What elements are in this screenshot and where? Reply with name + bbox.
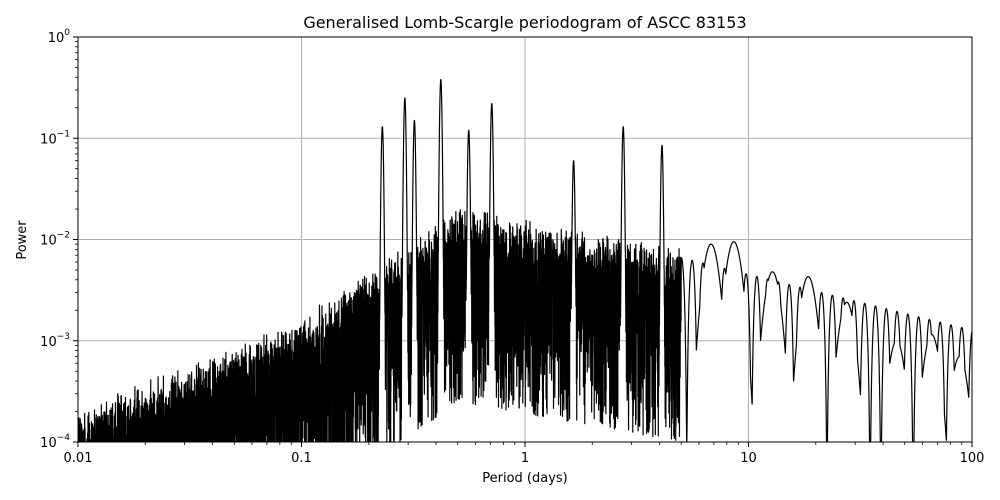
x-tick-label: 0.01: [64, 451, 93, 466]
y-tick-label: 10−1: [40, 129, 70, 147]
x-tick-label: 0.1: [291, 451, 312, 466]
y-axis: 10−4 10−3 10−2 10−1 100: [40, 28, 78, 451]
y-axis-label: Power: [15, 220, 30, 260]
y-tick-label: 10−4: [40, 433, 70, 451]
periodogram-line: [78, 78, 972, 442]
y-tick-label: 10−3: [40, 332, 70, 350]
x-tick-label: 1: [521, 451, 529, 466]
x-tick-label: 10: [740, 451, 757, 466]
y-tick-label: 10−2: [40, 231, 70, 249]
x-tick-label: 100: [960, 451, 985, 466]
x-axis-label: Period (days): [482, 471, 568, 486]
y-tick-label: 100: [48, 28, 71, 46]
plot-area: [78, 78, 972, 442]
x-axis: 0.01 0.1 1 10 100: [64, 442, 985, 466]
chart-title: Generalised Lomb-Scargle periodogram of …: [303, 13, 746, 32]
